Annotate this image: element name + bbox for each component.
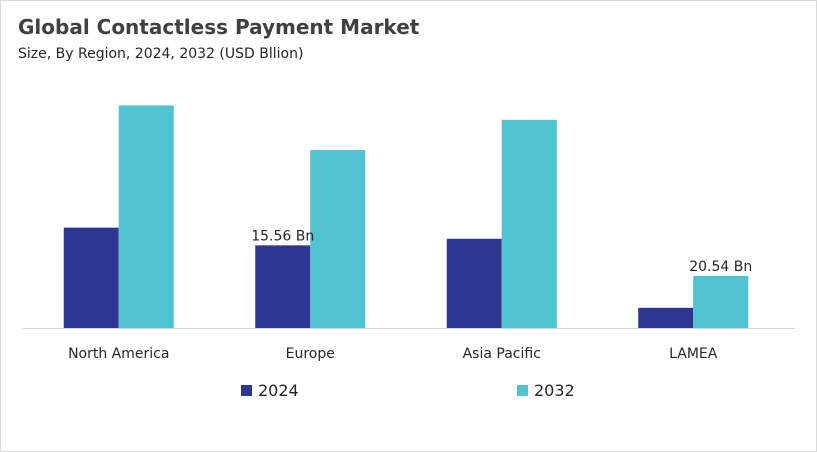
data-label: 20.54 Bn — [689, 259, 752, 275]
legend-swatch-2024 — [241, 385, 252, 396]
bar-2024-north-america — [63, 227, 119, 328]
bar-2032-asia-pacific — [501, 119, 557, 328]
legend-label-2024: 2024 — [258, 381, 299, 400]
x-tick-label: Asia Pacific — [463, 346, 541, 362]
chart-subtitle: Size, By Region, 2024, 2032 (USD Bllion) — [18, 46, 304, 62]
chart-title: Global Contactless Payment Market — [18, 15, 420, 39]
legend-item-2024: 2024 — [241, 381, 299, 400]
chart-legend: 2024 2032 — [1, 381, 816, 405]
x-tick-label: Europe — [286, 346, 335, 362]
bar-chart-plot: North America Europe Asia Pacific LAMEA 15.5… — [23, 105, 795, 362]
legend-item-2032: 2032 — [517, 381, 575, 400]
bar-2032-north-america — [118, 105, 174, 328]
bar-2032-lamea — [693, 275, 749, 328]
bar-2024-europe — [255, 245, 311, 328]
legend-swatch-2032 — [517, 385, 528, 396]
legend-label-2032: 2032 — [534, 381, 575, 400]
bar-2032-europe — [310, 150, 366, 328]
bar-2024-asia-pacific — [446, 238, 502, 328]
bar-2024-lamea — [638, 307, 694, 328]
data-label: 15.56 Bn — [251, 228, 314, 244]
x-tick-label: North America — [68, 346, 169, 362]
x-tick-label: LAMEA — [669, 346, 718, 362]
